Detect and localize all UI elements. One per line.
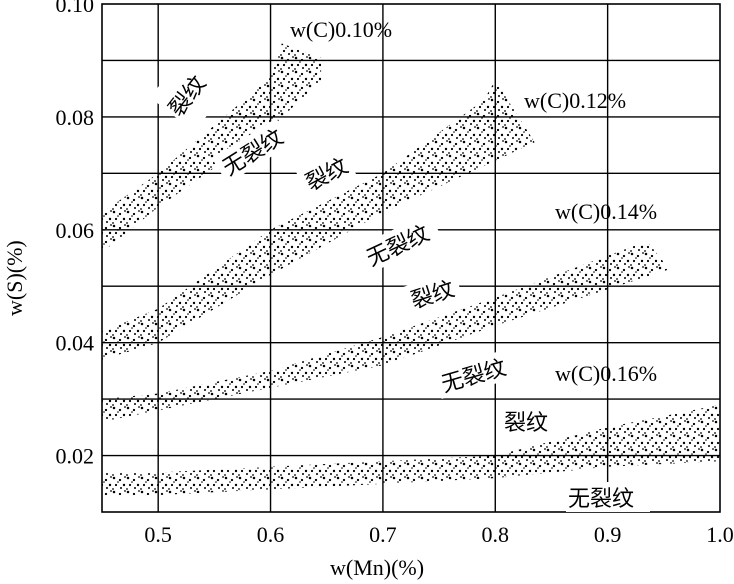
x-tick-label-6: 1.0 <box>706 522 734 547</box>
crack-label-bg-4 <box>500 406 554 436</box>
x-axis-label: w(Mn)(%) <box>330 555 424 580</box>
crack-label-c014: 裂纹 <box>408 277 458 314</box>
crack-label-bg-3 <box>402 270 464 316</box>
y-tick-label-4: 0.08 <box>56 105 95 130</box>
x-tick-label-4: 0.8 <box>482 522 510 547</box>
no-crack-label-bg-1 <box>211 118 293 184</box>
band-label-c016: w(C)0.16% <box>555 361 657 386</box>
plot-frame <box>101 3 721 513</box>
no-crack-label-bg-2 <box>357 212 443 274</box>
band-label-c014: w(C)0.14% <box>555 199 657 224</box>
y-tick-label-5: 0.10 <box>56 0 95 17</box>
x-tick-label-2: 0.6 <box>257 522 285 547</box>
band-2 <box>102 80 535 360</box>
band-label-c010: w(C)0.10% <box>290 17 392 42</box>
y-tick-label-2: 0.04 <box>56 331 95 356</box>
no-crack-label-c016: 无裂纹 <box>568 487 634 512</box>
x-tick-label-3: 0.7 <box>369 522 397 547</box>
x-tick-label-1: 0.5 <box>144 522 172 547</box>
no-crack-label-bg-4 <box>566 482 650 512</box>
band-1 <box>102 43 322 253</box>
x-tick-label-5: 0.9 <box>594 522 622 547</box>
y-axis-label: w(S)(%) <box>2 240 27 316</box>
no-crack-label-bg-3 <box>433 347 523 399</box>
band-4 <box>102 404 720 496</box>
band-3 <box>102 241 670 422</box>
crack-label-c016: 裂纹 <box>504 411 548 436</box>
crack-label-bg-2 <box>296 147 356 199</box>
band-label-c012: w(C)0.12% <box>524 88 626 113</box>
y-tick-label-3: 0.06 <box>56 218 95 243</box>
y-tick-label-1: 0.02 <box>56 444 95 469</box>
crack-label-bg-1 <box>150 72 214 132</box>
ticks-layer: 0.5 0.6 0.7 0.8 0.9 1.0 0.02 0.04 0.06 0.08 0.10 <box>56 0 734 547</box>
